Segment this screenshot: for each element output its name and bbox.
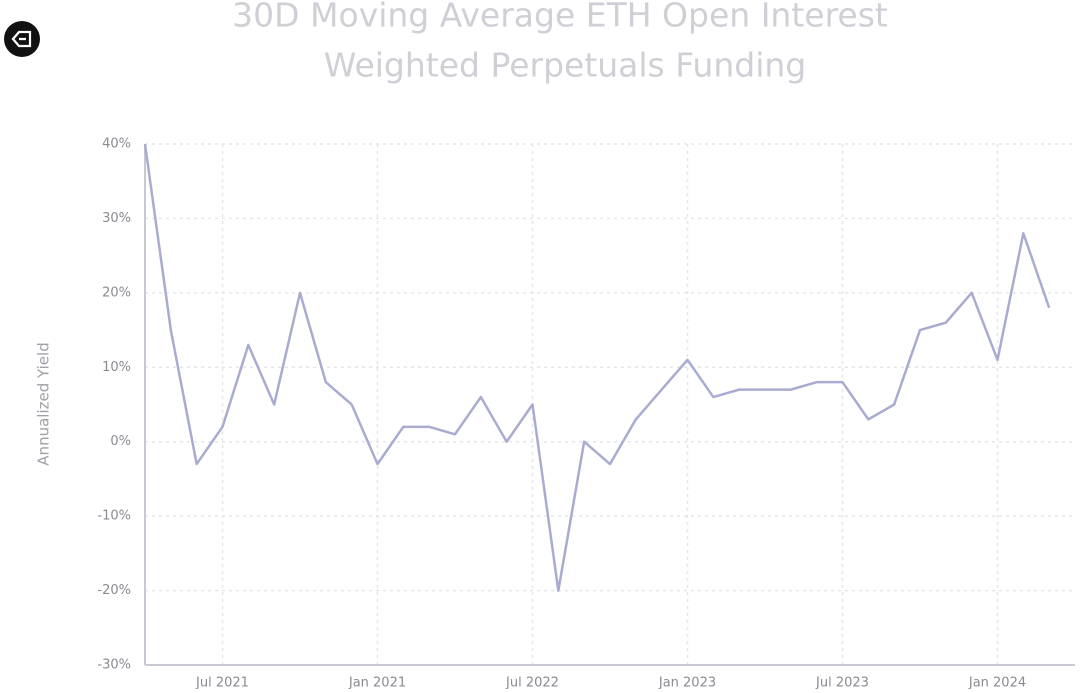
y-tick-label: 20% [102, 285, 131, 300]
x-tick-label: Jan 2024 [968, 676, 1026, 690]
x-tick-label: Jul 2022 [505, 676, 559, 690]
chart-title: 30D Moving Average ETH Open Interest [232, 0, 888, 35]
x-tick-label: Jan 2021 [348, 676, 406, 690]
x-tick-label: Jul 2021 [195, 676, 249, 690]
y-tick-label: -20% [97, 583, 131, 598]
x-tick-label: Jul 2023 [815, 676, 869, 690]
y-axis-label: Annualized Yield [35, 342, 53, 465]
y-tick-label: -10% [97, 509, 131, 524]
y-tick-label: 40% [102, 137, 131, 152]
logo [4, 21, 40, 57]
y-tick-label: -30% [97, 658, 131, 673]
y-tick-label: 30% [102, 211, 131, 226]
data-line [143, 143, 1051, 592]
y-tick-label: 10% [102, 360, 131, 375]
chart-title: Weighted Perpetuals Funding [324, 46, 806, 85]
y-tick-label: 0% [110, 434, 131, 449]
x-tick-label: Jan 2023 [658, 676, 716, 690]
